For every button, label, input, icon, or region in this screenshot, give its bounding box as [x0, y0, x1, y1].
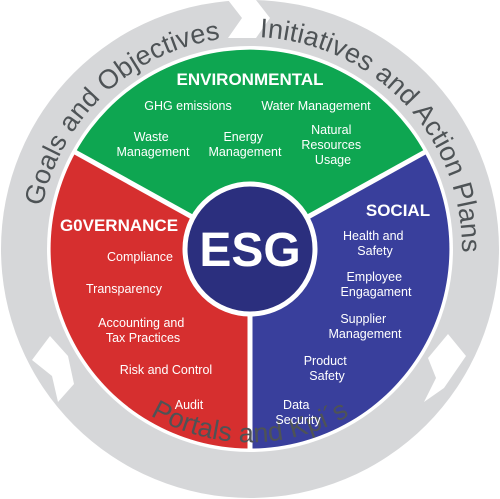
- environmental-title: ENVIRONMENTAL: [176, 70, 323, 89]
- social-item-supplier: Supplier Management: [329, 312, 402, 341]
- social-item-health: Health and Safety: [343, 229, 407, 258]
- governance-item-risk: Risk and Control: [120, 363, 212, 377]
- social-item-data: Data Security: [275, 398, 321, 427]
- governance-item-accounting: Accounting and Tax Practices: [98, 316, 188, 345]
- environmental-group: ENVIRONMENTAL GHG emissions Water Manage…: [117, 70, 372, 167]
- ring-divider-top: [228, 0, 270, 38]
- ring-dividers: [32, 0, 466, 402]
- governance-item-transparency: Transparency: [86, 282, 163, 296]
- environmental-item-waste: Waste Management: [117, 130, 190, 159]
- environmental-item-ghg: GHG emissions: [144, 99, 232, 113]
- environmental-item-water: Water Management: [261, 99, 371, 113]
- environmental-item-natural: Natural Resources Usage: [301, 123, 364, 167]
- ring-divider-right: [424, 334, 466, 402]
- ring-divider-left: [32, 336, 74, 402]
- social-group: SOCIAL Health and Safety Employee Engaga…: [275, 201, 430, 427]
- environmental-item-energy: Energy Management: [209, 130, 282, 159]
- center-circle: [182, 181, 318, 317]
- governance-item-compliance: Compliance: [107, 250, 173, 264]
- governance-title: G0VERNANCE: [60, 216, 178, 235]
- governance-group: G0VERNANCE Compliance Transparency Accou…: [60, 216, 212, 412]
- center-label: ESG: [199, 224, 300, 277]
- social-item-product: Product Safety: [304, 354, 351, 383]
- social-item-employee: Employee Engagament: [341, 270, 412, 299]
- social-title: SOCIAL: [366, 201, 430, 220]
- governance-item-audit: Audit: [175, 398, 204, 412]
